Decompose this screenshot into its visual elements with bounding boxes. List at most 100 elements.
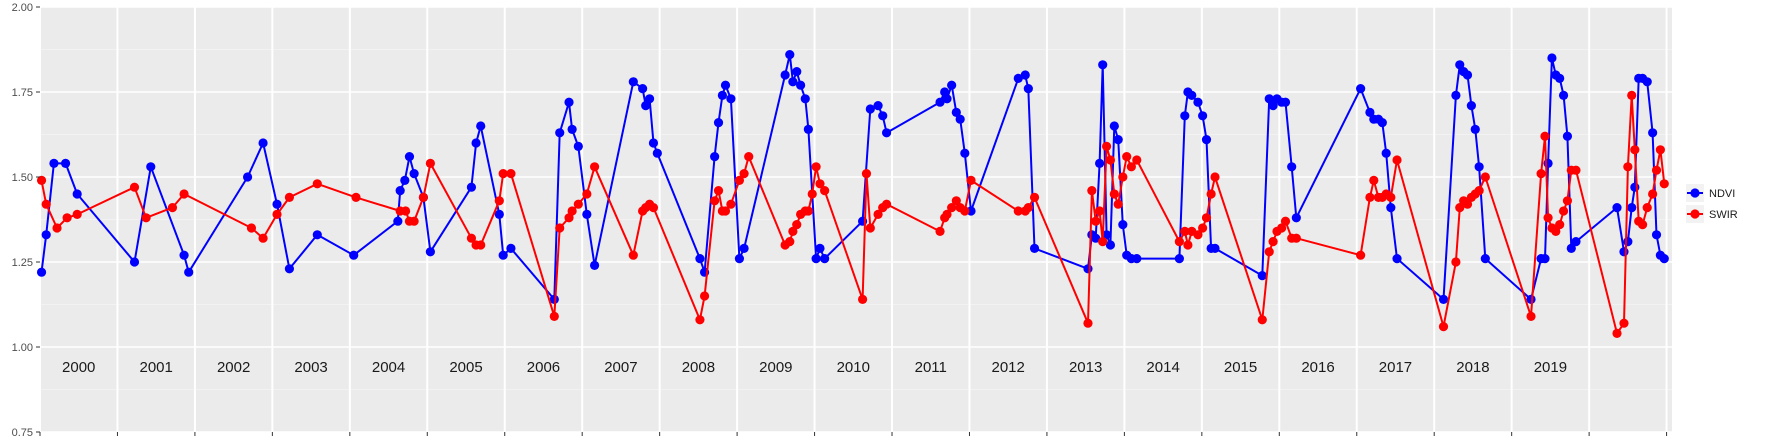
- data-point-ndvi: [567, 124, 577, 134]
- data-point-ndvi: [881, 128, 892, 138]
- data-point-ndvi: [129, 257, 140, 267]
- data-point-ndvi: [1381, 148, 1391, 158]
- data-point-swir: [1438, 322, 1449, 332]
- series-ndvi: [36, 50, 1669, 304]
- data-point-ndvi: [1562, 131, 1573, 141]
- data-point-swir: [1023, 203, 1033, 213]
- data-point-ndvi: [582, 209, 592, 219]
- data-point-swir: [52, 223, 62, 233]
- data-point-ndvi: [800, 94, 810, 104]
- data-point-ndvi: [1651, 230, 1662, 240]
- data-point-ndvi: [184, 267, 194, 277]
- data-point-swir: [1087, 186, 1097, 196]
- series-layer: [36, 50, 1669, 338]
- data-point-ndvi: [955, 114, 965, 124]
- legend-item-swir: SWIR: [1686, 205, 1738, 223]
- data-point-swir: [1101, 141, 1112, 151]
- data-point-swir: [820, 186, 830, 196]
- data-point-ndvi: [1438, 294, 1449, 304]
- legend-label: NDVI: [1709, 188, 1735, 200]
- data-point-ndvi: [803, 124, 813, 134]
- y-tick-label: 1.75: [12, 87, 33, 99]
- data-point-ndvi: [1029, 243, 1040, 253]
- data-point-swir: [351, 192, 361, 202]
- data-point-swir: [1480, 172, 1490, 182]
- data-point-swir: [1543, 213, 1553, 223]
- data-point-swir: [1118, 172, 1128, 182]
- data-point-swir: [1642, 203, 1652, 213]
- data-point-swir: [857, 294, 868, 304]
- year-label: 2019: [1534, 359, 1567, 376]
- data-point-swir: [1655, 145, 1665, 155]
- data-point-swir: [409, 216, 419, 226]
- data-point-ndvi: [1566, 243, 1576, 253]
- data-point-swir: [734, 175, 745, 185]
- data-point-swir: [792, 220, 802, 230]
- data-point-swir: [1540, 131, 1550, 141]
- data-point-swir: [966, 175, 976, 185]
- data-point-swir: [1623, 162, 1633, 172]
- data-point-ndvi: [1386, 203, 1396, 213]
- data-point-ndvi: [942, 94, 952, 104]
- data-point-ndvi: [1187, 90, 1197, 100]
- data-point-swir: [1198, 223, 1208, 233]
- data-point-ndvi: [409, 169, 419, 179]
- data-point-ndvi: [734, 254, 745, 264]
- data-point-swir: [713, 186, 724, 196]
- data-point-swir: [1083, 318, 1093, 328]
- data-point-ndvi: [1480, 254, 1490, 264]
- data-point-ndvi: [272, 199, 282, 209]
- data-point-swir: [494, 196, 504, 206]
- data-point-ndvi: [1023, 84, 1033, 94]
- data-point-swir: [628, 250, 638, 260]
- data-point-ndvi: [1105, 240, 1116, 250]
- year-label: 2014: [1146, 359, 1179, 376]
- data-point-ndvi: [780, 70, 790, 80]
- data-point-ndvi: [1648, 128, 1658, 138]
- legend-key-point: [1690, 209, 1700, 219]
- data-point-ndvi: [1630, 182, 1640, 192]
- data-point-swir: [1536, 169, 1546, 179]
- data-point-ndvi: [1101, 230, 1112, 240]
- data-point-ndvi: [589, 260, 600, 270]
- data-point-swir: [788, 226, 798, 236]
- data-point-swir: [41, 199, 51, 209]
- data-point-ndvi: [1280, 97, 1291, 107]
- series-swir: [36, 90, 1669, 338]
- data-point-ndvi: [1558, 90, 1569, 100]
- data-point-swir: [1105, 155, 1116, 165]
- data-point-swir: [1627, 90, 1637, 100]
- data-point-ndvi: [1113, 135, 1123, 145]
- data-point-swir: [1094, 206, 1105, 216]
- data-point-swir: [1369, 175, 1379, 185]
- data-point-swir: [167, 203, 178, 213]
- data-point-swir: [1474, 186, 1484, 196]
- data-point-swir: [1201, 213, 1212, 223]
- data-point-ndvi: [1365, 107, 1375, 117]
- data-point-ndvi: [1264, 94, 1274, 104]
- data-point-ndvi: [258, 138, 268, 148]
- data-point-ndvi: [179, 250, 189, 260]
- data-point-ndvi: [720, 80, 731, 90]
- y-tick-label: 1.25: [12, 257, 33, 269]
- data-point-ndvi: [710, 152, 720, 162]
- data-point-swir: [1183, 240, 1193, 250]
- data-point-ndvi: [1451, 90, 1461, 100]
- data-point-ndvi: [476, 121, 486, 131]
- data-point-swir: [179, 189, 189, 199]
- data-point-ndvi: [49, 158, 59, 168]
- data-point-ndvi: [1174, 254, 1184, 264]
- data-point-ndvi: [1356, 84, 1366, 94]
- year-label: 2008: [682, 359, 715, 376]
- year-label: 2006: [527, 359, 560, 376]
- data-point-ndvi: [549, 294, 559, 304]
- data-point-swir: [1555, 220, 1565, 230]
- data-point-swir: [141, 213, 151, 223]
- data-point-swir: [129, 182, 140, 192]
- data-point-swir: [1451, 257, 1461, 267]
- data-point-swir: [1174, 237, 1184, 247]
- data-point-swir: [72, 209, 82, 219]
- data-point-ndvi: [1619, 247, 1629, 257]
- legend-item-ndvi: NDVI: [1686, 184, 1735, 202]
- year-label: 2001: [139, 359, 172, 376]
